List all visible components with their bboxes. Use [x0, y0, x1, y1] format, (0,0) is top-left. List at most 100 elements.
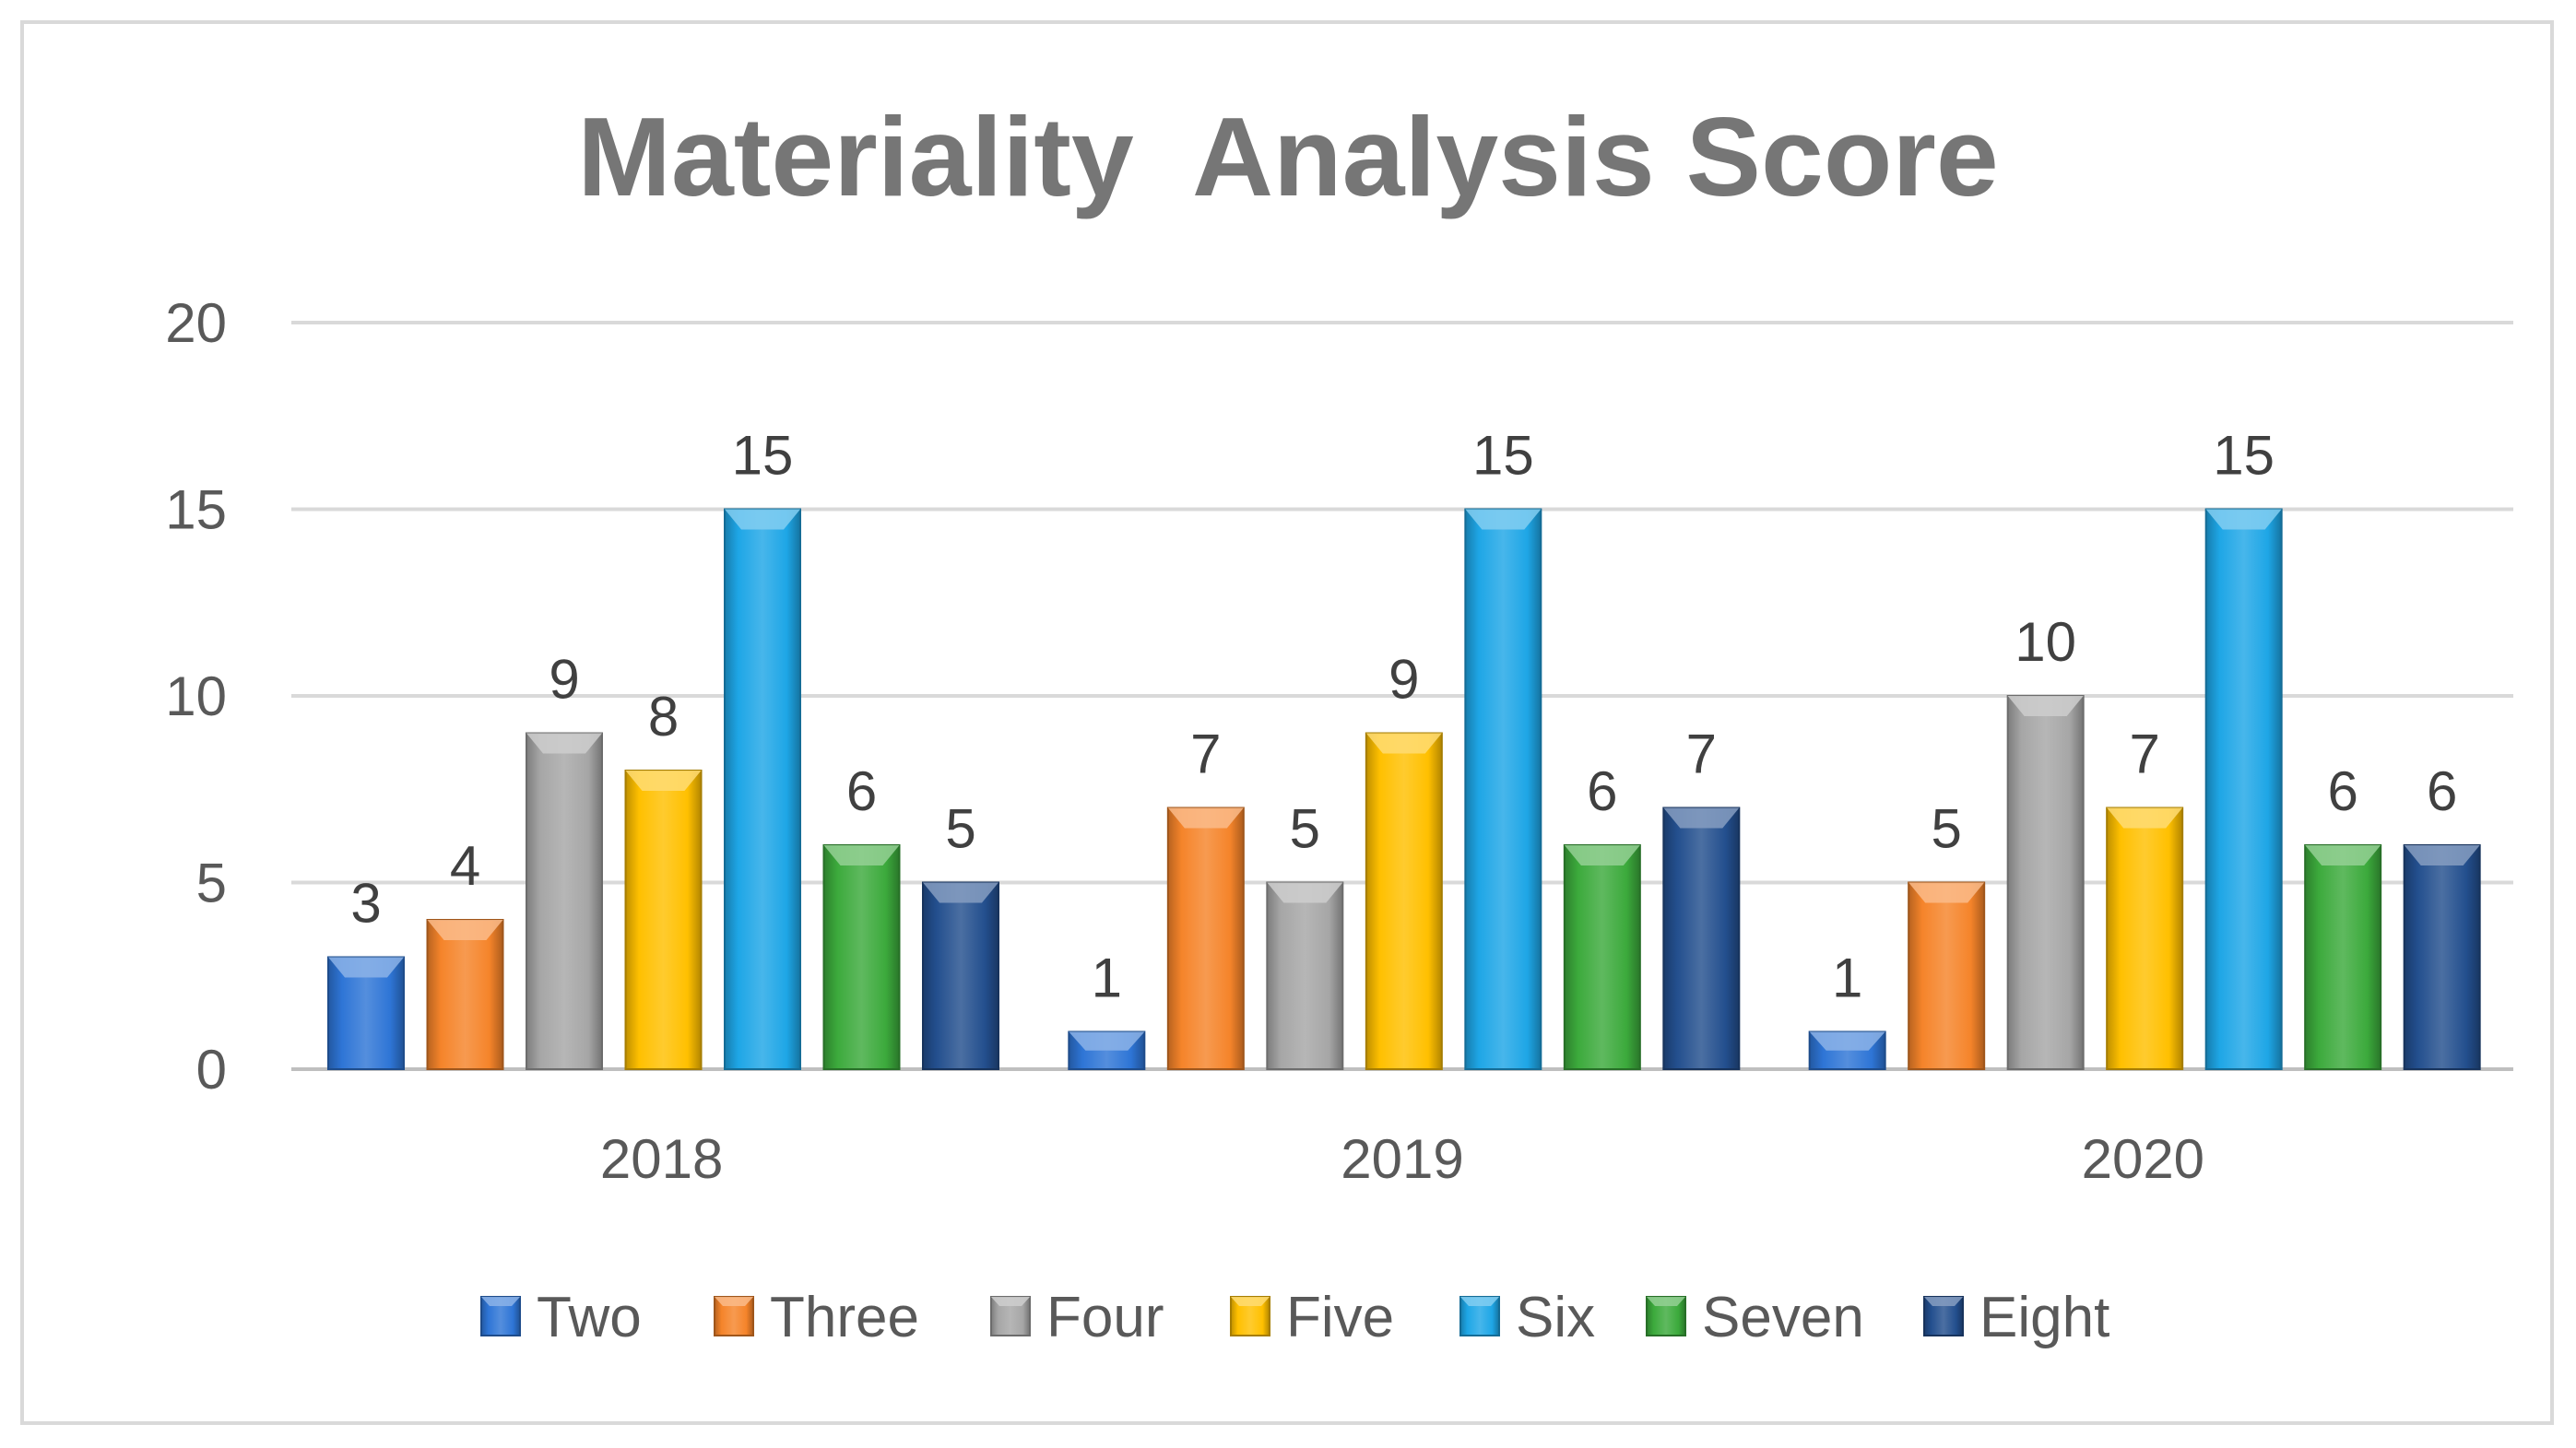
legend-swatch-bevel	[1231, 1297, 1270, 1306]
bar-body	[624, 770, 703, 1070]
legend: Two Three Four Five Six Seven Eight	[480, 1286, 2109, 1349]
y-tick-label: 5	[196, 853, 227, 914]
legend-item-six: Six	[1459, 1286, 1595, 1349]
data-label: 5	[1290, 798, 1320, 860]
bar-bevel	[1663, 807, 1740, 829]
bar-bevel	[823, 845, 900, 865]
y-tick-label: 20	[165, 292, 227, 354]
legend-label: Three	[770, 1286, 919, 1349]
data-label: 6	[846, 760, 877, 822]
legend-item-five: Five	[1230, 1286, 1394, 1349]
bar-body	[2106, 806, 2184, 1070]
bar-bevel	[1465, 509, 1542, 530]
bar-five-2019	[1365, 732, 1443, 1070]
bar-body	[2403, 844, 2481, 1070]
data-label: 1	[1832, 948, 1862, 1009]
data-label: 7	[1190, 724, 1221, 785]
bar-bevel	[526, 733, 602, 754]
bar-two-2019	[1068, 1030, 1146, 1070]
bar-body	[822, 844, 901, 1070]
bar-body	[1662, 806, 1741, 1070]
bar-six-2020	[2204, 508, 2283, 1070]
data-label: 4	[450, 835, 480, 897]
legend-label: Five	[1286, 1286, 1394, 1349]
data-label: 1	[1092, 948, 1122, 1009]
bar-eight-2020	[2403, 844, 2481, 1070]
data-label: 6	[1587, 760, 1617, 822]
data-label: 7	[2129, 724, 2159, 785]
data-label: 15	[1472, 425, 1534, 487]
bar-two-2020	[1808, 1030, 1886, 1070]
bar-bevel	[1267, 882, 1343, 903]
bar-body	[2304, 844, 2382, 1070]
legend-label: Eight	[1979, 1286, 2109, 1349]
bar-five-2018	[624, 770, 703, 1070]
bar-seven-2019	[1563, 844, 1641, 1070]
x-axis-categories: 2018 2019 2020	[600, 1128, 2204, 1190]
data-label: 8	[648, 686, 679, 748]
legend-item-three: Three	[714, 1286, 919, 1349]
bar-seven-2018	[822, 844, 901, 1070]
bar-four-2018	[526, 732, 603, 1070]
bars	[327, 508, 2481, 1070]
bar-seven-2020	[2304, 844, 2382, 1070]
legend-item-four: Four	[990, 1286, 1164, 1349]
legend-swatch-bevel	[1460, 1297, 1499, 1306]
bar-bevel	[923, 882, 998, 903]
legend-swatch-bevel	[991, 1297, 1030, 1306]
bar-body	[426, 919, 504, 1070]
bar-six-2019	[1464, 508, 1542, 1070]
x-category-label: 2020	[2082, 1128, 2204, 1190]
bar-body	[327, 956, 405, 1070]
bar-body	[724, 508, 801, 1070]
bar-body	[1563, 844, 1641, 1070]
legend-item-seven: Seven	[1646, 1286, 1864, 1349]
chart-frame	[20, 20, 2554, 1425]
bar-bevel	[2007, 696, 2084, 716]
y-axis-ticks: 0 5 10 15 20	[165, 292, 227, 1101]
data-label: 15	[2213, 425, 2275, 487]
legend-label: Two	[537, 1286, 642, 1349]
bar-bevel	[725, 509, 800, 530]
data-label: 3	[350, 873, 381, 935]
bar-body	[2006, 695, 2085, 1070]
bar-bevel	[328, 957, 404, 978]
bar-bevel	[1069, 1031, 1145, 1051]
bar-three-2019	[1166, 806, 1245, 1070]
bar-bevel	[1564, 845, 1640, 865]
legend-swatch-bevel	[715, 1297, 753, 1306]
bar-bevel	[427, 920, 503, 940]
bar-six-2018	[724, 508, 801, 1070]
bar-bevel	[2404, 845, 2480, 865]
bar-body	[1365, 732, 1443, 1070]
bar-bevel	[1167, 807, 1244, 829]
data-label: 9	[549, 649, 579, 711]
data-label: 5	[945, 798, 975, 860]
data-label: 9	[1388, 649, 1419, 711]
bar-bevel	[2107, 807, 2183, 829]
legend-label: Seven	[1702, 1286, 1864, 1349]
bar-three-2020	[1908, 881, 1986, 1070]
legend-label: Six	[1516, 1286, 1595, 1349]
data-label: 7	[1686, 724, 1717, 785]
bar-bevel	[1365, 733, 1442, 754]
bar-bevel	[1908, 882, 1985, 903]
bar-body	[1166, 806, 1245, 1070]
x-category-label: 2018	[600, 1128, 723, 1190]
data-label: 10	[2015, 611, 2076, 673]
data-label: 6	[2327, 760, 2357, 822]
data-label: 5	[1931, 798, 1961, 860]
bar-eight-2018	[922, 881, 999, 1070]
bar-body	[1464, 508, 1542, 1070]
y-tick-label: 10	[165, 665, 227, 727]
bar-body	[2204, 508, 2283, 1070]
bar-eight-2019	[1662, 806, 1741, 1070]
legend-item-eight: Eight	[1923, 1286, 2109, 1349]
bar-two-2018	[327, 956, 405, 1070]
data-label: 15	[732, 425, 794, 487]
bar-bevel	[2305, 845, 2381, 865]
bar-bevel	[2205, 509, 2282, 530]
chart-title: Materiality Analysis Score	[577, 94, 1999, 219]
legend-label: Four	[1046, 1286, 1164, 1349]
